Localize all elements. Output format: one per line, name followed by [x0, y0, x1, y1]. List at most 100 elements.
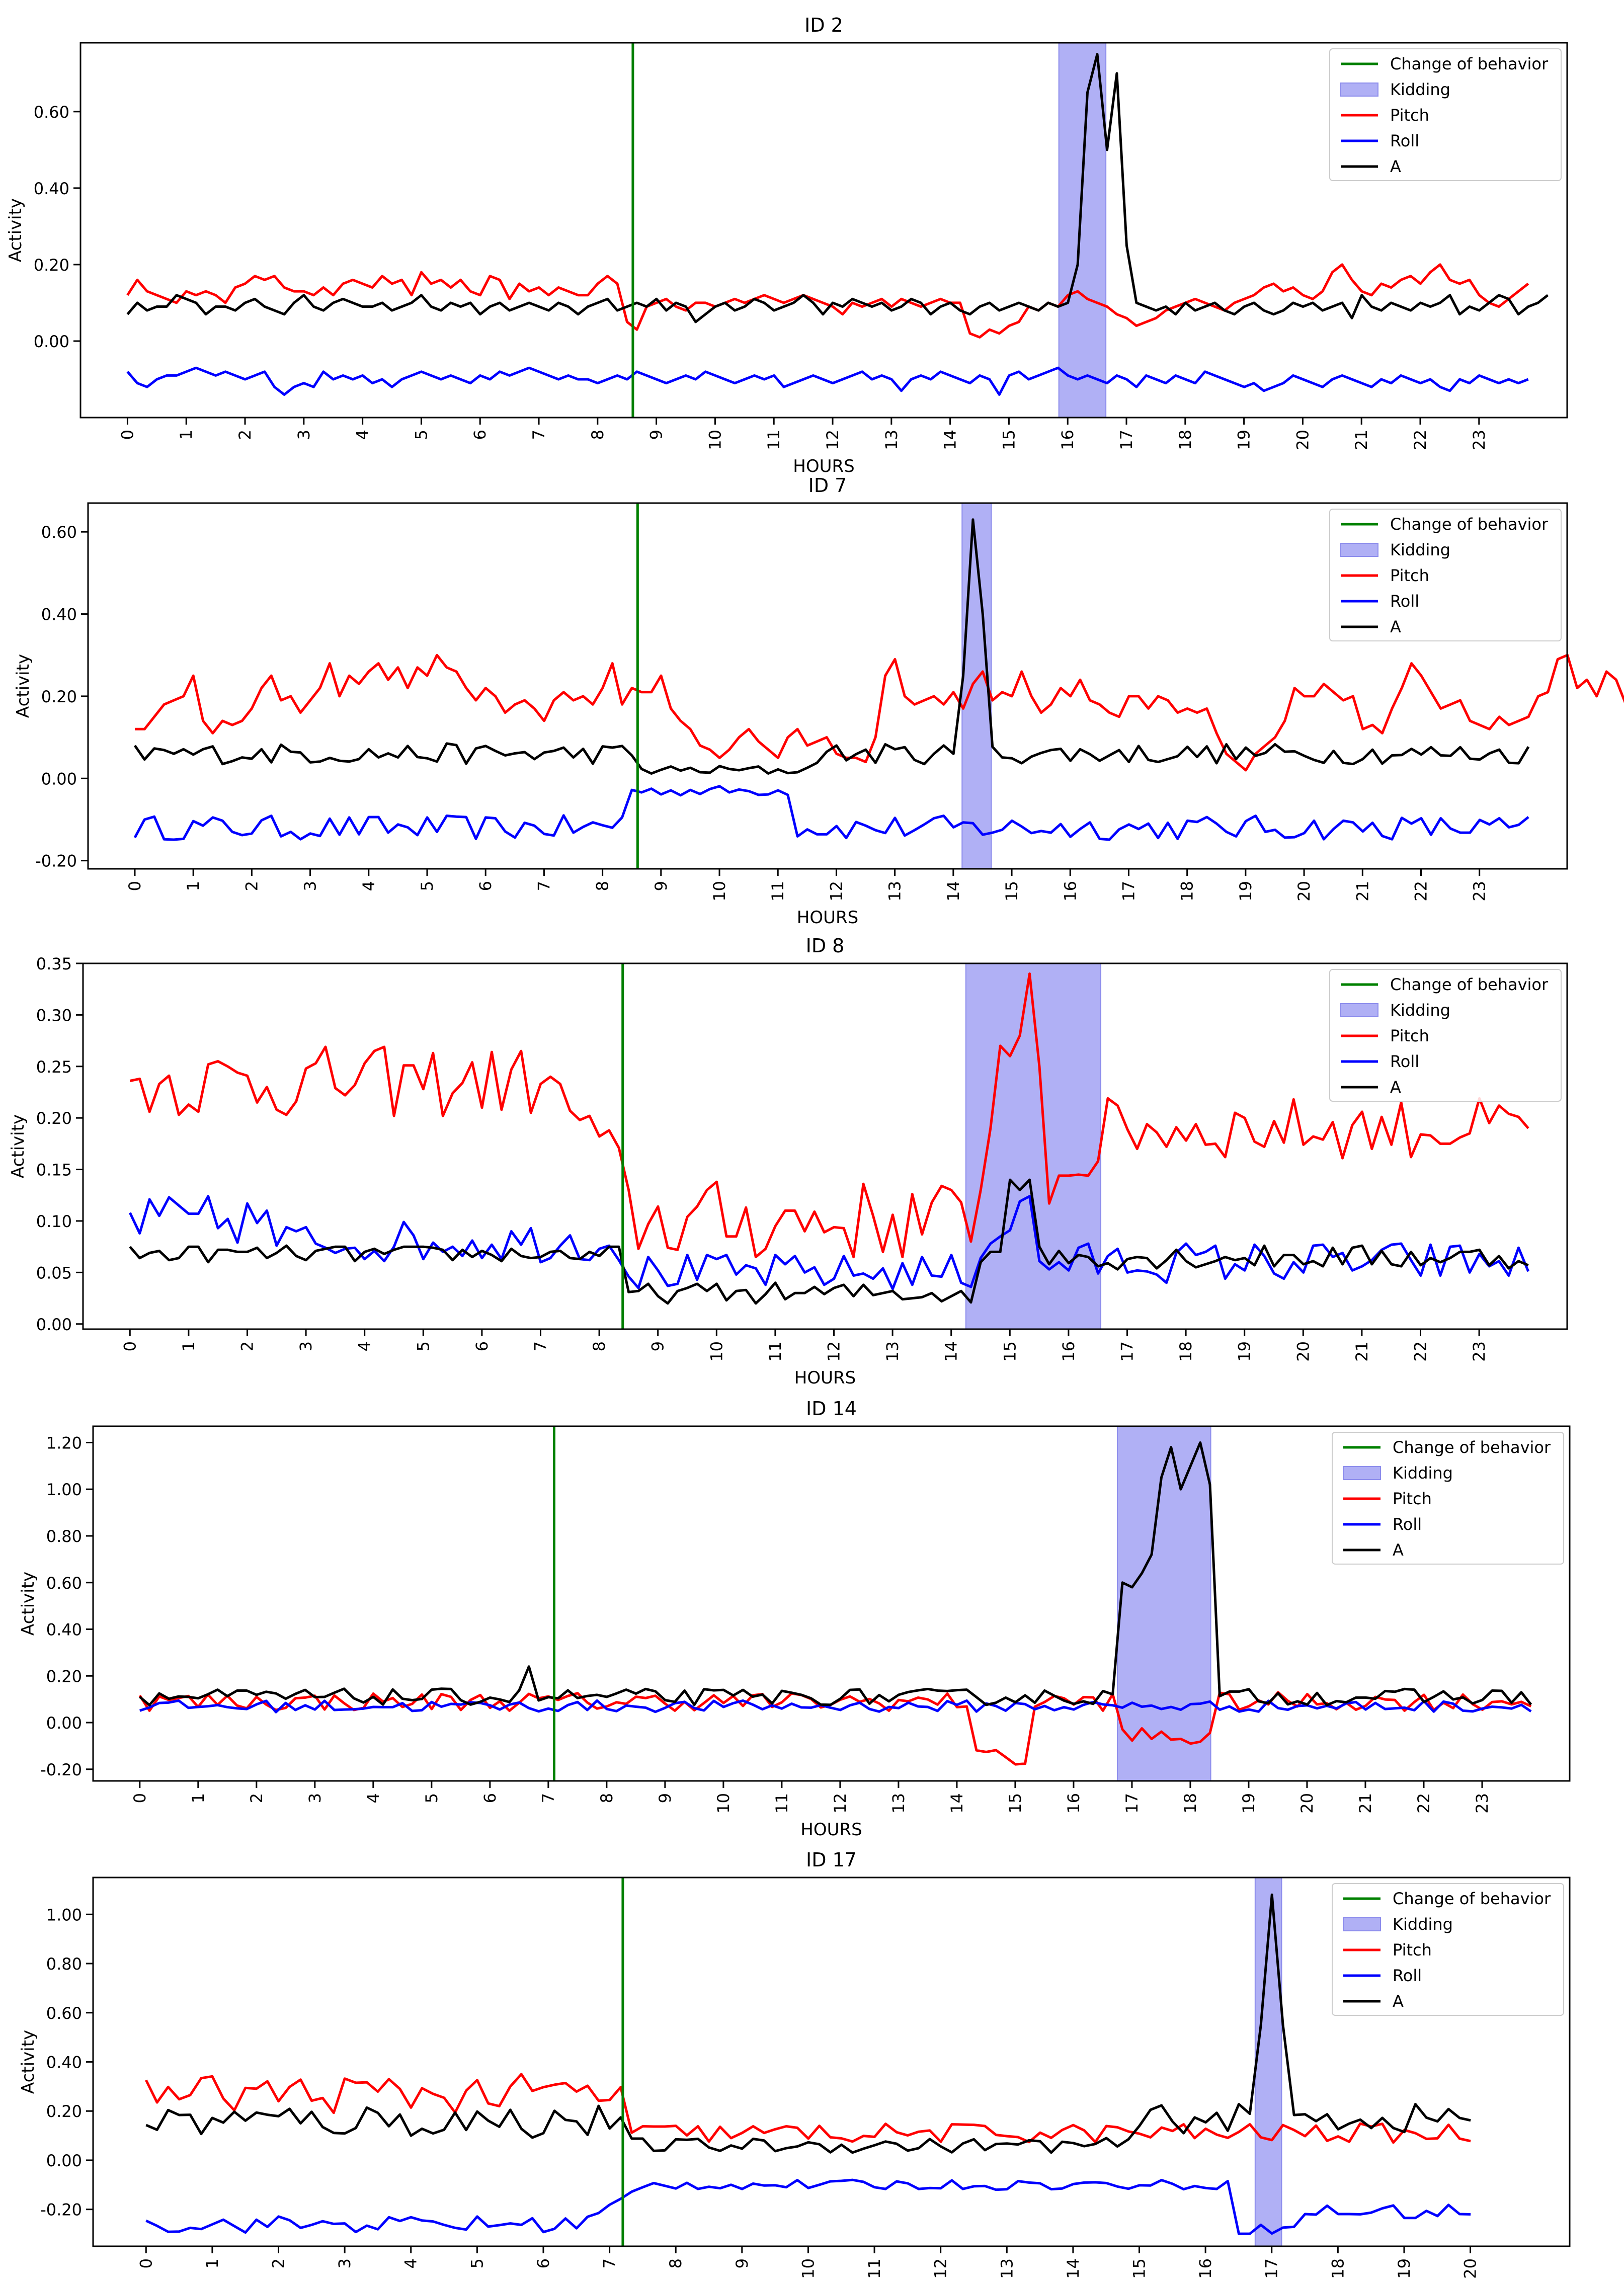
x-tick-label: 0 — [136, 2258, 155, 2268]
x-tick-label: 9 — [652, 881, 671, 891]
x-tick-label: 12 — [823, 430, 842, 450]
x-tick-label: 7 — [531, 1341, 550, 1351]
x-tick-label: 18 — [1328, 2258, 1347, 2279]
legend-label: Change of behavior — [1393, 1438, 1551, 1457]
y-tick-label: 1.20 — [46, 1433, 82, 1452]
series-line-a — [129, 1178, 1529, 1305]
x-tick-label: 6 — [534, 2258, 553, 2268]
y-tick-label: 0.20 — [46, 2102, 82, 2121]
x-tick-label: 22 — [1411, 1341, 1430, 1362]
chart-panel: ID 14 -0.20 0.00 0.20 0.40 0.60 0.80 1.00 1.20 Ac… — [18, 1398, 1571, 1840]
legend-label: Kidding — [1393, 1463, 1453, 1483]
x-tick-label: 2 — [237, 1341, 257, 1351]
x-tick-label: 16 — [1061, 881, 1080, 902]
x-tick-label: 4 — [353, 430, 372, 440]
x-tick-label: 10 — [798, 2258, 818, 2279]
x-tick-label: 7 — [529, 430, 548, 440]
series-line-pitch — [135, 654, 1624, 772]
series-line-roll — [139, 1699, 1532, 1713]
x-tick-label: 23 — [1470, 430, 1489, 450]
y-axis-label: Activity — [6, 198, 26, 262]
y-tick-label: 0.80 — [46, 1954, 82, 1974]
legend-label: Pitch — [1393, 1489, 1432, 1508]
legend-label: Kidding — [1390, 1001, 1450, 1020]
legend-label: Change of behavior — [1390, 975, 1549, 994]
legend-swatch-kidding — [1340, 543, 1378, 557]
series-line-a — [133, 518, 1530, 775]
x-tick-label: 6 — [480, 1793, 500, 1803]
x-tick-label: 18 — [1181, 1793, 1200, 1814]
x-tick-label: 22 — [1411, 881, 1430, 902]
x-tick-label: 11 — [764, 430, 783, 450]
legend-label: Change of behavior — [1390, 515, 1549, 534]
x-tick-label: 15 — [1130, 2258, 1149, 2279]
x-tick-label: 0 — [118, 430, 137, 440]
x-tick-label: 23 — [1470, 881, 1489, 902]
x-tick-label: 18 — [1178, 881, 1197, 902]
legend-label: Pitch — [1390, 1026, 1429, 1045]
x-tick-label: 1 — [203, 2258, 222, 2268]
legend-label: Pitch — [1393, 1940, 1432, 1960]
legend: Change of behavior Kidding Pitch Roll A — [1329, 969, 1562, 1102]
x-tick-label: 7 — [539, 1793, 558, 1803]
chart-panel: ID 17 -0.20 0.00 0.20 0.40 0.60 0.80 1.00 Activi… — [18, 1849, 1571, 2279]
x-axis-label: HOURS — [793, 456, 854, 476]
kidding-span — [1058, 42, 1107, 418]
series-line-a — [139, 1441, 1532, 1706]
x-tick-label: 5 — [412, 430, 431, 440]
x-tick-label: 11 — [865, 2258, 884, 2279]
x-tick-label: 18 — [1176, 1341, 1195, 1362]
x-tick-label: 21 — [1356, 1793, 1375, 1814]
x-tick-label: 19 — [1236, 881, 1255, 902]
legend-label: Roll — [1393, 1515, 1422, 1534]
y-tick-label: 0.00 — [41, 769, 77, 788]
x-tick-label: 3 — [301, 881, 320, 891]
y-tick-label: 0.20 — [36, 1109, 72, 1128]
y-tick-label: 0.05 — [36, 1263, 72, 1282]
x-tick-label: 13 — [882, 430, 901, 450]
x-tick-label: 10 — [705, 430, 724, 450]
x-tick-label: 21 — [1352, 1341, 1371, 1362]
x-tick-label: 13 — [997, 2258, 1016, 2279]
legend: Change of behavior Kidding Pitch Roll A — [1329, 509, 1562, 641]
legend-label: Kidding — [1393, 1915, 1453, 1934]
x-tick-label: 10 — [710, 881, 729, 902]
x-tick-label: 18 — [1176, 430, 1195, 450]
y-tick-label: 0.60 — [46, 2004, 82, 2023]
y-tick-label: -0.20 — [40, 1760, 82, 1779]
legend-box — [1329, 509, 1562, 641]
x-tick-label: 0 — [120, 1341, 139, 1351]
x-tick-label: 15 — [1002, 881, 1021, 902]
legend-label: Roll — [1390, 1052, 1419, 1071]
x-tick-label: 22 — [1411, 430, 1430, 450]
x-tick-label: 5 — [467, 2258, 486, 2268]
x-tick-label: 13 — [883, 1341, 902, 1362]
x-tick-label: 12 — [831, 1793, 850, 1814]
x-tick-label: 20 — [1293, 1341, 1313, 1362]
legend-swatch-kidding — [1340, 83, 1378, 97]
legend-label: A — [1393, 1540, 1404, 1560]
legend-swatch-kidding — [1343, 1917, 1381, 1931]
y-tick-label: 1.00 — [46, 1480, 82, 1499]
x-tick-label: 0 — [125, 881, 144, 891]
series-line-roll — [126, 366, 1529, 396]
x-tick-label: 3 — [294, 430, 313, 440]
legend-label: Kidding — [1390, 540, 1450, 559]
x-tick-label: 19 — [1235, 430, 1254, 450]
legend-label: Roll — [1390, 592, 1419, 611]
x-tick-label: 15 — [1000, 1341, 1019, 1362]
y-axis-label: Activity — [13, 654, 33, 718]
y-tick-label: 0.25 — [36, 1057, 72, 1077]
legend-swatch-kidding — [1343, 1466, 1381, 1480]
legend-label: Kidding — [1390, 80, 1450, 99]
legend-label: A — [1393, 1992, 1404, 2011]
kidding-span — [1116, 1426, 1211, 1781]
legend-label: Roll — [1393, 1966, 1422, 1985]
x-tick-label: 7 — [600, 2258, 619, 2268]
x-tick-label: 2 — [269, 2258, 288, 2268]
y-tick-label: -0.20 — [35, 852, 77, 871]
x-tick-label: 1 — [179, 1341, 198, 1351]
x-tick-label: 23 — [1470, 1341, 1489, 1362]
x-tick-label: 13 — [889, 1793, 908, 1814]
